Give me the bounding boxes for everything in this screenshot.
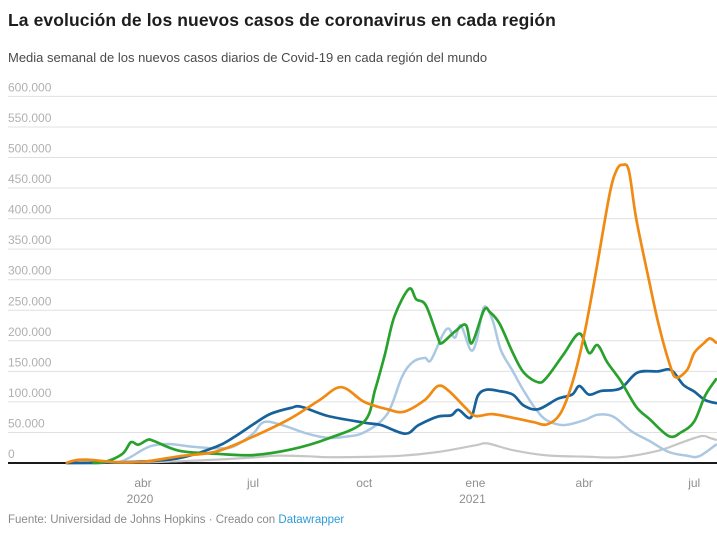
source-text: Fuente: Universidad de Johns Hopkins · C… bbox=[8, 514, 276, 526]
y-tick-label: 200.000 bbox=[8, 325, 52, 339]
x-tick-label: ene bbox=[465, 476, 485, 490]
series-line-naranja bbox=[65, 163, 717, 465]
x-tick-label: jul bbox=[687, 476, 700, 490]
series-line-azul bbox=[65, 367, 717, 465]
y-tick-label: 50.000 bbox=[8, 416, 45, 430]
chart-subtitle: Media semanal de los nuevos casos diario… bbox=[8, 50, 488, 65]
series-line-celeste bbox=[65, 305, 717, 465]
y-tick-label: 450.000 bbox=[8, 172, 52, 186]
y-tick-label: 600.000 bbox=[8, 80, 52, 94]
series-line-gris bbox=[86, 434, 717, 465]
chart-footer: Fuente: Universidad de Johns Hopkins · C… bbox=[8, 514, 708, 526]
y-tick-label: 550.000 bbox=[8, 111, 52, 125]
chart-title: La evolución de los nuevos casos de coro… bbox=[8, 10, 556, 30]
y-tick-label: 150.000 bbox=[8, 355, 52, 369]
y-tick-label: 350.000 bbox=[8, 233, 52, 247]
y-tick-label: 500.000 bbox=[8, 142, 52, 156]
x-tick-year-label: 2020 bbox=[127, 492, 154, 506]
series-line-verde bbox=[92, 287, 717, 465]
x-tick-year-label: 2021 bbox=[459, 492, 486, 506]
y-tick-label: 300.000 bbox=[8, 264, 52, 278]
y-tick-label: 400.000 bbox=[8, 203, 52, 217]
datawrapper-link[interactable]: Datawrapper bbox=[278, 514, 345, 526]
x-tick-label: abr bbox=[134, 476, 151, 490]
x-tick-label: abr bbox=[576, 476, 593, 490]
y-tick-label: 250.000 bbox=[8, 294, 52, 308]
y-tick-label: 0 bbox=[8, 447, 15, 461]
y-tick-label: 100.000 bbox=[8, 386, 52, 400]
x-tick-label: jul bbox=[246, 476, 259, 490]
x-tick-label: oct bbox=[356, 476, 373, 490]
